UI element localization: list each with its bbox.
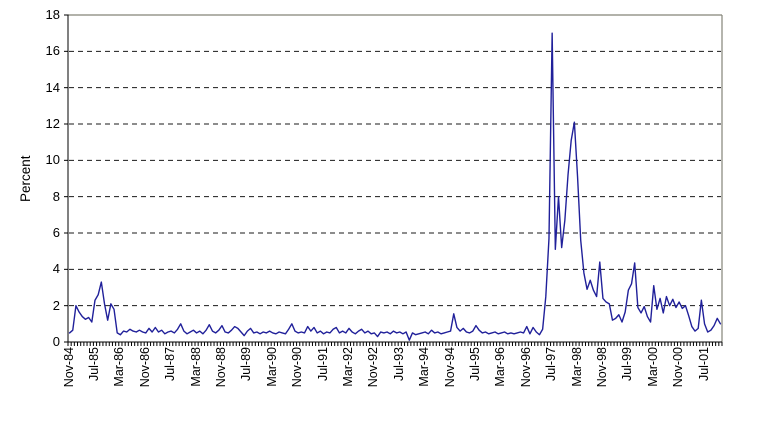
- x-tick-label: Nov-96: [518, 347, 533, 388]
- x-tick-label: Jul-89: [239, 347, 254, 382]
- y-tick-label: 14: [45, 79, 60, 95]
- y-tick-label: 6: [52, 225, 60, 240]
- x-tick-label: Mar-98: [569, 347, 584, 387]
- y-tick-label: 2: [52, 297, 60, 313]
- y-tick-label: 4: [52, 261, 60, 277]
- x-tick-label: Mar-88: [188, 347, 203, 387]
- y-tick-label: 0: [52, 334, 60, 349]
- x-tick-label: Nov-88: [213, 347, 228, 388]
- x-tick-label: Mar-94: [417, 347, 432, 387]
- y-tick-label: 12: [45, 116, 60, 131]
- x-tick-label: Mar-00: [645, 347, 660, 387]
- x-tick-label: Jul-91: [315, 347, 330, 382]
- x-tick-label: Jul-97: [544, 347, 559, 382]
- x-tick-label: Mar-90: [264, 347, 279, 387]
- x-tick-label: Mar-92: [340, 347, 355, 387]
- x-tick-label: Jul-85: [86, 347, 101, 382]
- x-tick-label: Nov-92: [366, 347, 381, 388]
- data-series-line: [68, 32, 722, 341]
- x-tick-label: Mar-86: [112, 347, 127, 387]
- x-tick-label: Nov-00: [671, 347, 686, 388]
- x-tick-label: Jul-87: [163, 347, 178, 382]
- x-tick-label: Jul-01: [696, 347, 711, 382]
- y-tick-label: 10: [45, 152, 60, 168]
- x-tick-label: Mar-96: [493, 347, 508, 387]
- y-tick-label: 8: [52, 188, 60, 204]
- y-tick-label: 18: [45, 7, 60, 22]
- x-tick-label: Nov-98: [594, 347, 609, 388]
- x-tick-label: Nov-90: [290, 347, 305, 388]
- x-tick-label: Nov-94: [442, 347, 457, 388]
- y-tick-label: 16: [45, 43, 60, 59]
- y-axis-title: Percent: [18, 155, 33, 202]
- x-tick-label: Jul-99: [620, 347, 635, 382]
- x-tick-label: Jul-95: [467, 347, 482, 382]
- x-tick-label: Nov-86: [137, 347, 152, 388]
- x-tick-label: Jul-93: [391, 347, 406, 382]
- x-tick-label: Nov-84: [61, 347, 76, 388]
